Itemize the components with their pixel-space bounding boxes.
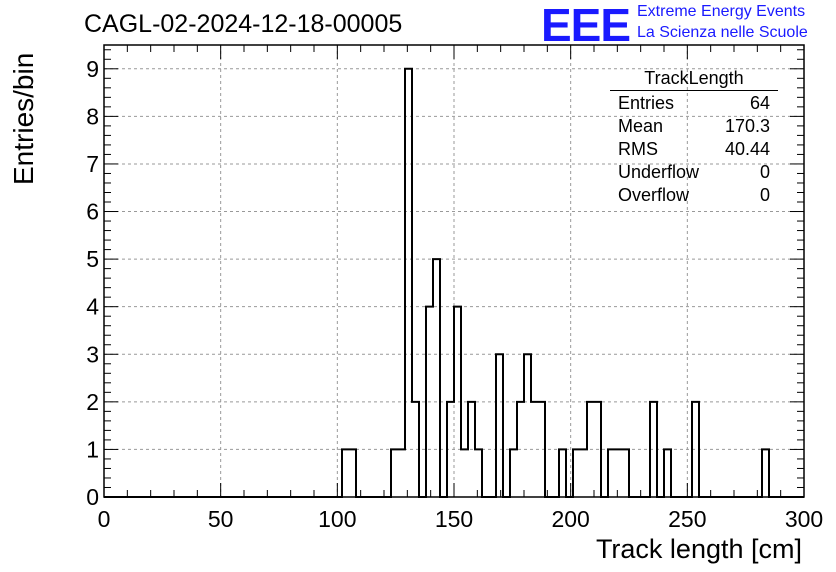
histogram-bin [587,402,594,497]
y-tick-label: 5 [86,246,99,272]
histogram-bin [531,402,538,497]
stats-value: 0 [759,185,770,205]
histogram-bin [447,402,454,497]
x-tick-label: 0 [98,506,111,532]
histogram-bin [664,449,671,497]
histogram-bin [692,402,699,497]
stats-title: TrackLength [610,68,778,91]
histogram-bin [517,402,524,497]
histogram-bin [762,449,769,497]
tick-labels: 0 50 100 150 200 250 300 0 1 2 3 4 5 6 7 8 9 [86,56,823,532]
stats-row-underflow: Underflow 0 [610,161,778,184]
y-tick-label: 0 [86,484,99,510]
histogram-bin [475,449,482,497]
stats-label: Entries [618,93,675,113]
histogram-bin [608,449,615,497]
y-tick-label: 3 [86,341,99,367]
y-tick-label: 6 [86,199,99,225]
histogram-bin [391,449,398,497]
x-tick-label: 200 [551,506,589,532]
x-tick-label: 250 [668,506,706,532]
x-tick-label: 50 [208,506,234,532]
histogram-bin [594,402,601,497]
stats-label: Overflow [618,185,690,205]
histogram-bin [573,449,580,497]
histogram-bin [398,449,405,497]
x-tick-label: 150 [435,506,473,532]
y-tick-label: 9 [86,56,99,82]
histogram-bin [454,307,461,497]
histogram-bin [405,69,412,497]
stats-label: Underflow [618,162,700,182]
histogram-bin [433,259,440,497]
histogram-bin [510,449,517,497]
stats-value: 0 [759,162,770,182]
stats-label: Mean [618,116,664,136]
histogram-bin [615,449,622,497]
histogram-bin [538,402,545,497]
x-tick-label: 100 [318,506,356,532]
x-axis-label: Track length [cm] [595,534,802,564]
y-tick-label: 1 [86,436,99,462]
histogram-bin [650,402,657,497]
x-tick-label: 300 [785,506,823,532]
stats-value: 40.44 [724,139,770,159]
y-axis-label: Entries/bin [8,52,39,185]
logo-line-2: La Scienza nelle Scuole [637,24,808,41]
logo-line-1: Extreme Energy Events [637,3,806,20]
y-tick-label: 4 [86,294,99,320]
stats-row-overflow: Overflow 0 [610,184,778,207]
y-tick-label: 8 [86,103,99,129]
stats-value: 170.3 [724,116,770,136]
stats-row-rms: RMS 40.44 [610,138,778,161]
stats-label: RMS [618,139,658,159]
y-tick-label: 7 [86,151,99,177]
histogram-bin [468,402,475,497]
histogram-bin [622,449,629,497]
histogram-bin [342,449,349,497]
chart-title: CAGL-02-2024-12-18-00005 [84,10,403,38]
histogram-bin [580,449,587,497]
stats-box: TrackLength Entries 64 Mean 170.3 RMS 40… [610,68,778,207]
stats-value: 64 [749,93,770,113]
histogram-bin [524,354,531,497]
stats-row-mean: Mean 170.3 [610,115,778,138]
stats-row-entries: Entries 64 [610,92,778,115]
y-tick-label: 2 [86,389,99,415]
histogram-bin [349,449,356,497]
histogram-bin [496,354,503,497]
histogram-bin [412,402,419,497]
grid-lines [104,45,804,497]
axes [103,44,805,498]
histogram-bin [559,449,566,497]
histogram-bin [461,449,468,497]
histogram-bin [426,307,433,497]
eee-logo: EEE [541,0,631,51]
